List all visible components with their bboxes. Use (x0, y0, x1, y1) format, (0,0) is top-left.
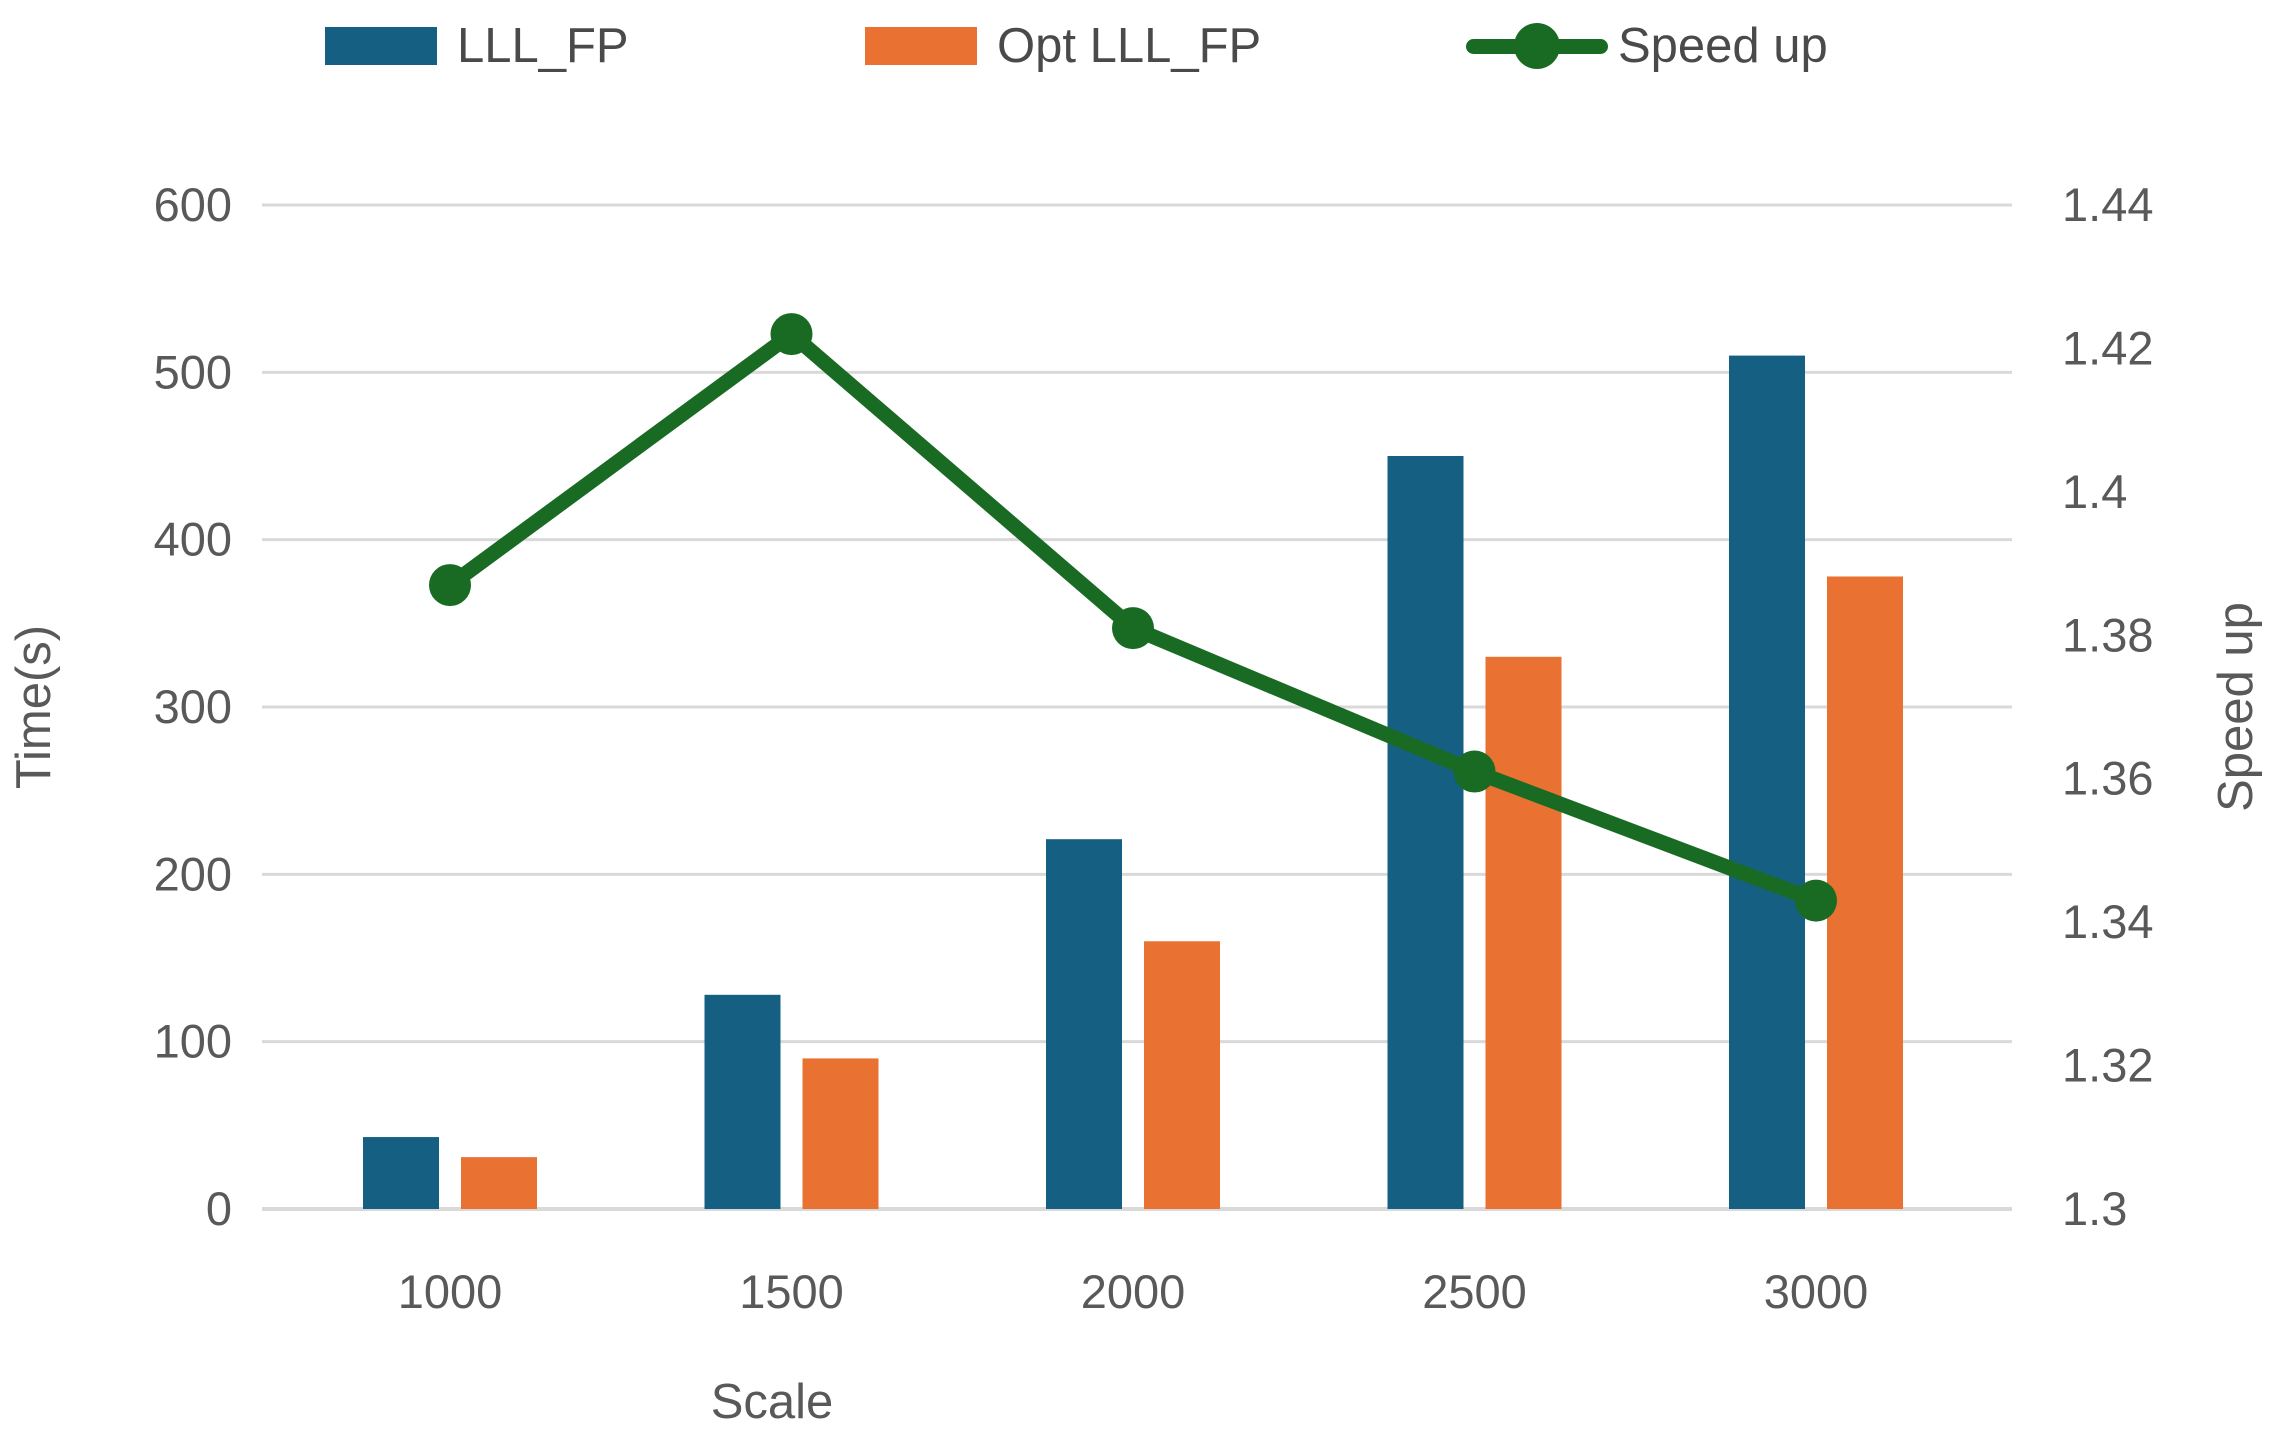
y-right-tick: 1.32 (2062, 1039, 2153, 1092)
x-tick: 1500 (739, 1265, 844, 1318)
legend-dot-icon (1514, 23, 1560, 69)
y-left-tick: 200 (154, 847, 232, 900)
y-left-tick: 300 (154, 680, 232, 733)
legend-item-speed-up: Speed up (1466, 16, 1828, 76)
bar-layer (363, 355, 1903, 1210)
y-right-tick: 1.4 (2062, 465, 2127, 518)
bar-opt-lll-fp-2000 (1144, 941, 1220, 1209)
bar-lll-fp-3000 (1729, 355, 1805, 1210)
speedup-marker-2500 (1453, 750, 1496, 793)
legend-swatch-speed-up (1466, 22, 1608, 70)
legend-item-opt-lll-fp: Opt LLL_FP (865, 16, 1261, 76)
legend-label-opt-lll-fp: Opt LLL_FP (997, 19, 1262, 73)
y-right-tick: 1.44 (2062, 178, 2153, 231)
x-axis-title: Scale (711, 1375, 834, 1429)
y-right-tick: 1.34 (2062, 895, 2153, 948)
bar-opt-lll-fp-3000 (1827, 576, 1903, 1209)
bar-lll-fp-2000 (1046, 839, 1122, 1209)
bar-lll-fp-2500 (1387, 456, 1464, 1209)
y-left-tick: 400 (154, 513, 232, 566)
y-right-tick: 1.3 (2062, 1182, 2127, 1235)
y-left-tick: 500 (154, 345, 232, 398)
bar-opt-lll-fp-2500 (1485, 656, 1562, 1209)
y-left-tick: 0 (206, 1182, 232, 1235)
bar-opt-lll-fp-1000 (461, 1157, 537, 1209)
y-left-tick: 100 (154, 1015, 232, 1068)
x-tick: 1000 (398, 1265, 503, 1318)
tick-layer: 0 100 200 300 400 500 600 1.3 1.32 1.34 1.36 1.38 1.… (154, 178, 2154, 1318)
speedup-marker-1500 (770, 313, 813, 356)
bar-lll-fp-1500 (704, 994, 781, 1209)
bar-opt-lll-fp-1500 (802, 1058, 879, 1209)
y-right-tick: 1.36 (2062, 752, 2153, 805)
y-right-tick: 1.42 (2062, 321, 2153, 374)
y-right-tick: 1.38 (2062, 608, 2153, 661)
legend-label-lll-fp: LLL_FP (457, 19, 629, 73)
legend-label-speed-up: Speed up (1618, 19, 1828, 73)
line-layer (429, 313, 1837, 922)
legend-swatch-opt-lll-fp (865, 27, 977, 65)
legend-swatch-lll-fp (325, 27, 437, 65)
speedup-marker-2000 (1112, 607, 1154, 650)
y-left-tick: 600 (154, 178, 232, 231)
grid-layer (262, 203, 2012, 1211)
x-tick: 2500 (1422, 1265, 1527, 1318)
x-tick: 3000 (1764, 1265, 1869, 1318)
speedup-marker-1000 (429, 564, 471, 607)
bar-lll-fp-1000 (363, 1137, 439, 1209)
speedup-marker-3000 (1795, 879, 1837, 922)
y-left-axis-title: Time(s) (7, 625, 61, 789)
y-right-axis-title: Speed up (2209, 602, 2263, 812)
legend-item-lll-fp: LLL_FP (325, 16, 629, 76)
x-tick: 2000 (1081, 1265, 1186, 1318)
